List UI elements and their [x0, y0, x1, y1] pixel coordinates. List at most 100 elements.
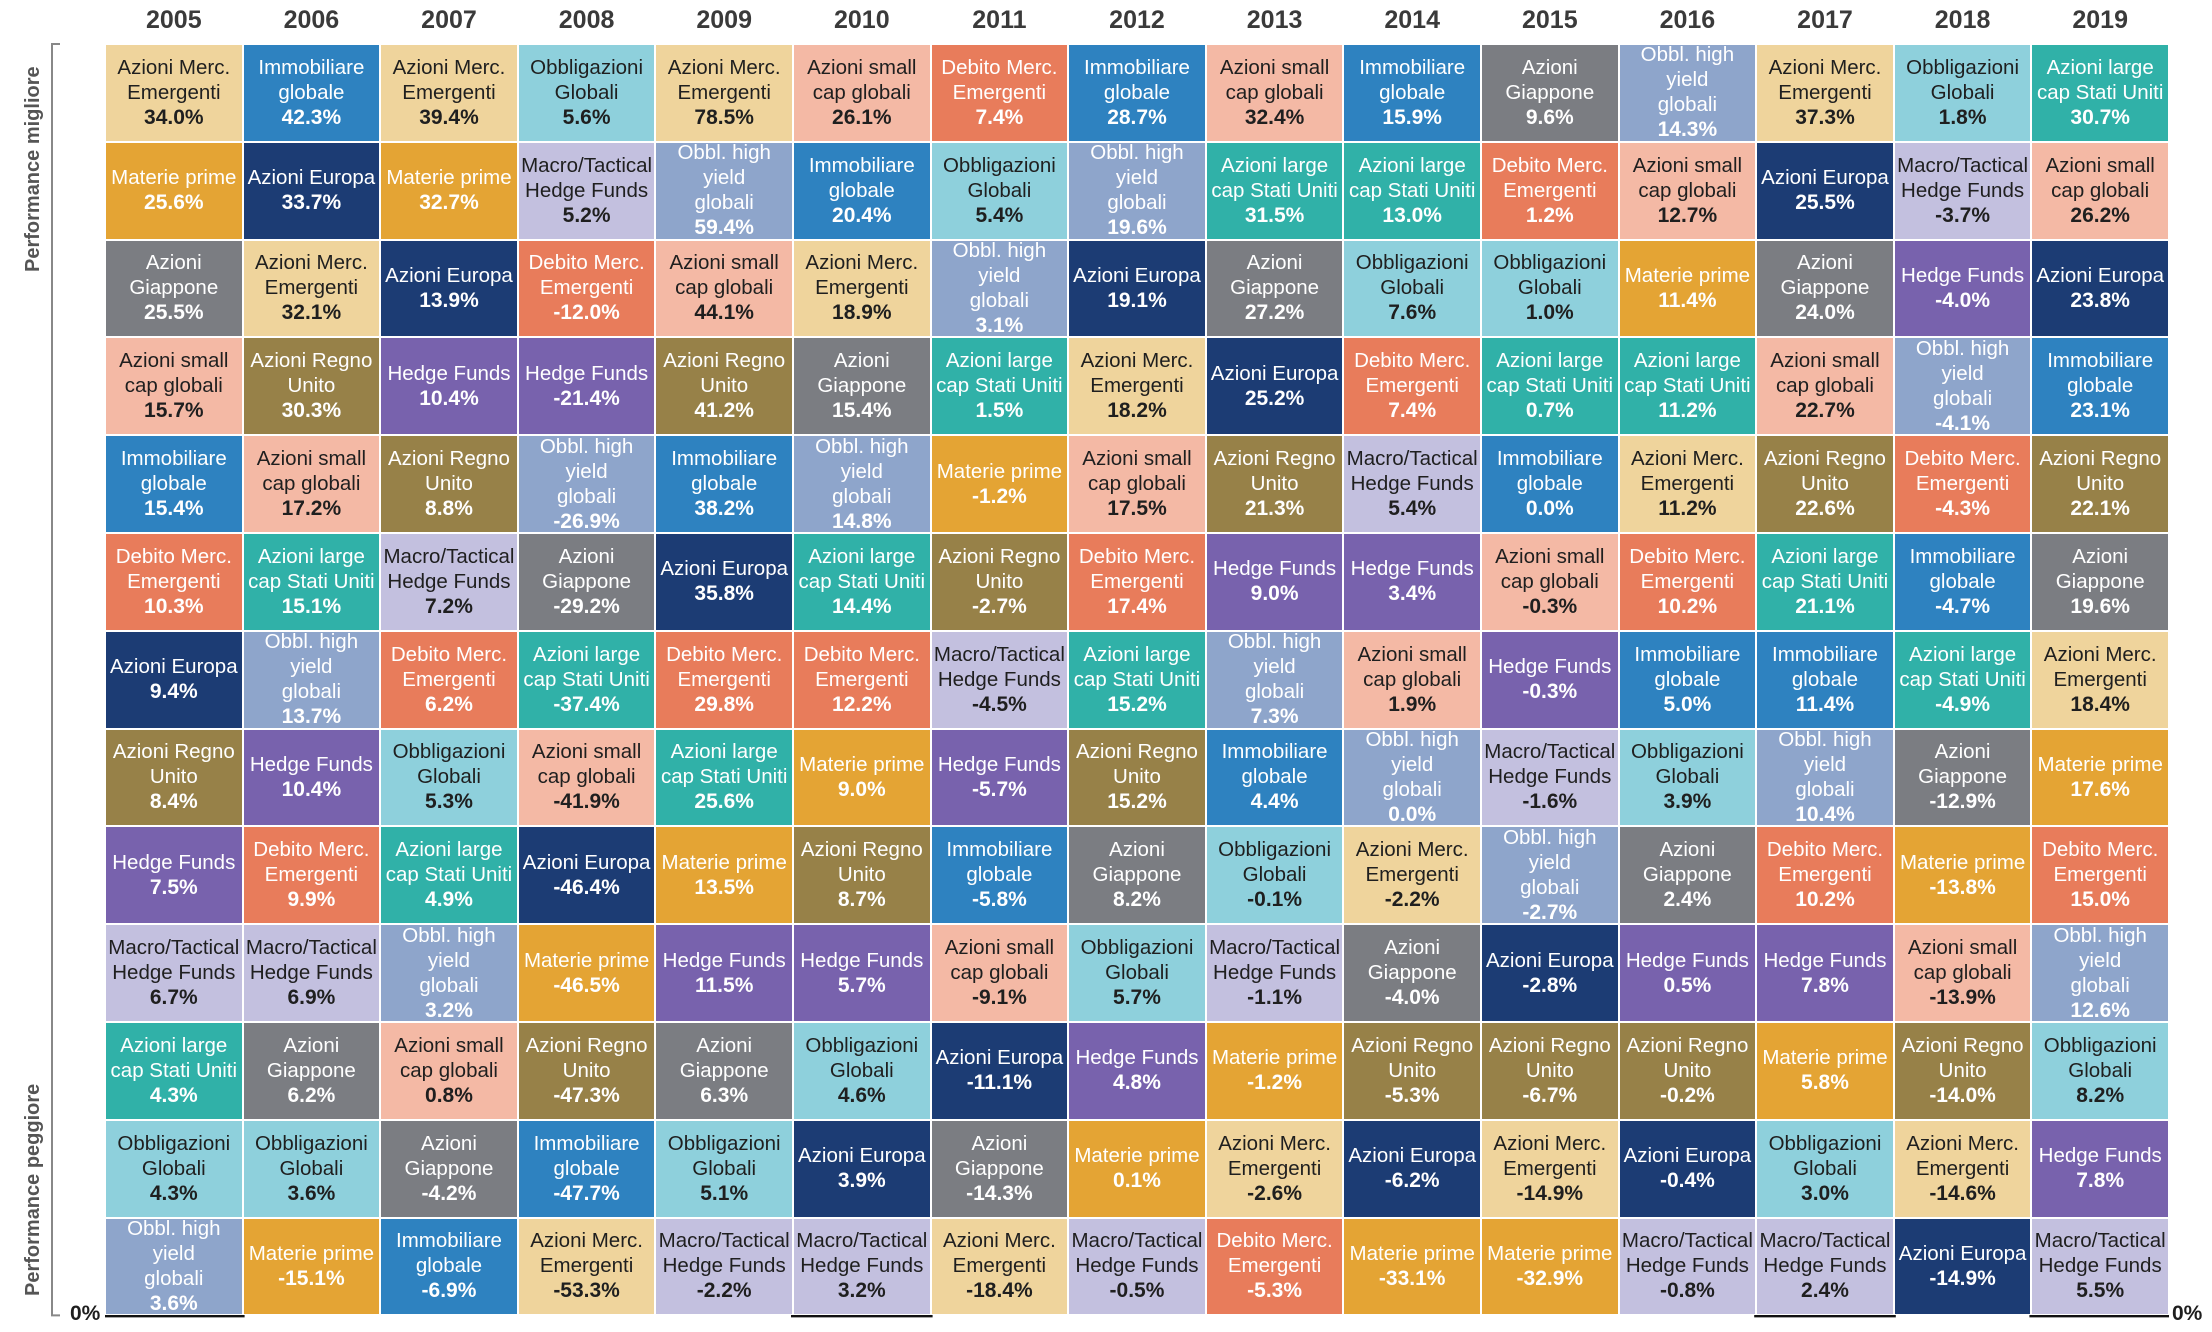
asset-cell: Immobiliare globale -5.8%: [930, 826, 1069, 925]
asset-cell: Hedge Funds -0.3%: [1481, 630, 1619, 729]
asset-cell: Immobiliare globale 38.2%: [655, 435, 793, 533]
return-value: 4.6%: [837, 1083, 886, 1107]
asset-name: Macro/Tactical Hedge Funds: [658, 1229, 790, 1278]
asset-name: Azioni Giappone: [679, 1033, 769, 1082]
asset-name: Azioni large cap Stati Uniti: [1348, 153, 1476, 202]
return-value: -4.9%: [1935, 692, 1991, 716]
asset-name: Obbl. high yield globali: [1227, 630, 1322, 704]
return-value: 24.0%: [1795, 301, 1855, 325]
asset-name: Materie prime: [799, 752, 925, 776]
year-header: 2007: [421, 6, 477, 34]
return-value: 5.4%: [975, 203, 1024, 227]
asset-cell: Azioni Merc. Emergenti -2.6%: [1205, 1119, 1344, 1218]
asset-name: Obbligazioni Globali: [667, 1131, 781, 1180]
return-value: -0.1%: [1247, 888, 1303, 912]
return-value: -0.3%: [1522, 680, 1578, 704]
asset-name: Azioni Europa: [385, 263, 513, 287]
return-value: 78.5%: [694, 105, 754, 129]
asset-cell: Azioni large cap Stati Uniti 0.7%: [1481, 337, 1619, 436]
asset-cell: Azioni Giappone 25.5%: [105, 239, 243, 338]
asset-cell: Azioni Giappone 6.3%: [655, 1022, 793, 1120]
asset-name: Azioni Merc. Emergenti: [117, 55, 231, 104]
asset-cell: Obbl. high yield globali 14.3%: [1618, 44, 1757, 142]
return-value: 7.5%: [149, 875, 198, 899]
asset-name: Macro/Tactical Hedge Funds: [1897, 153, 2029, 202]
return-value: 4.4%: [1250, 790, 1299, 814]
asset-name: Azioni Europa: [522, 850, 651, 874]
return-value: 3.2%: [425, 998, 473, 1022]
asset-name: Hedge Funds: [249, 752, 373, 776]
asset-name: Immobiliare globale: [258, 55, 365, 104]
asset-cell: Macro/Tactical Hedge Funds -2.2%: [655, 1217, 793, 1316]
return-value: 18.9%: [832, 301, 892, 325]
return-value: -14.0%: [1929, 1083, 1996, 1107]
return-value: 0.7%: [1525, 399, 1574, 423]
zero-label-left: 0%: [70, 1302, 101, 1325]
return-value: -0.3%: [1522, 594, 1578, 618]
year-header: 2010: [833, 6, 890, 34]
asset-name: Azioni Giappone: [266, 1033, 356, 1082]
asset-name: Azioni Giappone: [817, 349, 907, 398]
return-value: 9.9%: [287, 888, 336, 912]
return-value: -1.1%: [1247, 986, 1303, 1010]
asset-name: Azioni Merc. Emergenti: [1080, 349, 1194, 398]
year-header: 2009: [696, 6, 752, 34]
return-value: 13.0%: [1382, 203, 1442, 227]
asset-name: Materie prime: [386, 166, 512, 190]
return-value: -14.9%: [1516, 1181, 1584, 1205]
asset-cell: Macro/Tactical Hedge Funds 5.2%: [517, 141, 656, 240]
asset-name: Azioni Regno Unito: [1213, 447, 1336, 496]
asset-cell: Azioni small cap globali -9.1%: [930, 924, 1069, 1022]
return-value: 25.6%: [144, 191, 204, 215]
asset-name: Azioni Merc. Emergenti: [255, 251, 368, 300]
asset-name: Debito Merc. Emergenti: [253, 838, 370, 887]
return-value: -33.1%: [1378, 1266, 1446, 1290]
asset-name: Hedge Funds: [1488, 655, 1612, 679]
return-value: 10.4%: [281, 777, 342, 801]
asset-name: Obbl. high yield globali: [677, 141, 771, 215]
asset-cell: Obbl. high yield globali 19.6%: [1068, 141, 1206, 240]
return-value: 59.4%: [694, 216, 754, 240]
asset-cell: Azioni large cap Stati Uniti 4.9%: [380, 826, 518, 925]
return-value: 8.4%: [149, 790, 198, 814]
asset-cell: Hedge Funds -5.7%: [930, 728, 1069, 827]
return-value: -47.7%: [553, 1181, 620, 1205]
asset-cell: Materie prime -13.8%: [1893, 826, 2032, 925]
asset-cell: Azioni Europa 9.4%: [105, 630, 243, 729]
asset-name: Azioni large cap Stati Uniti: [110, 1033, 238, 1082]
return-value: -12.9%: [1929, 790, 1996, 814]
asset-cell: Debito Merc. Emergenti -4.3%: [1893, 435, 2032, 533]
asset-cell: Azioni small cap globali -0.3%: [1481, 533, 1619, 631]
asset-name: Azioni Giappone: [1230, 251, 1320, 300]
year-header: 2006: [283, 6, 340, 34]
asset-name: Obbligazioni Globali: [805, 1033, 919, 1082]
side-bracket-line: [51, 43, 60, 1317]
asset-name: Materie prime: [1899, 850, 2026, 874]
return-value: 15.0%: [2070, 888, 2130, 912]
asset-name: Immobiliare globale: [1772, 642, 1878, 691]
asset-name: Macro/Tactical Hedge Funds: [2034, 1229, 2166, 1278]
asset-cell: Obbl. high yield globali 0.0%: [1343, 728, 1481, 827]
asset-name: Azioni Giappone: [1092, 838, 1182, 887]
asset-name: Obbl. high yield globali: [2053, 924, 2147, 997]
return-value: 3.6%: [287, 1181, 336, 1205]
return-value: 30.7%: [2070, 105, 2130, 129]
return-value: 3.0%: [1801, 1181, 1849, 1205]
asset-cell: Azioni Europa 13.9%: [380, 239, 518, 338]
asset-cell: Azioni Europa -0.4%: [1618, 1119, 1757, 1218]
asset-name: Debito Merc. Emergenti: [666, 642, 783, 691]
asset-name: Macro/Tactical Hedge Funds: [1071, 1229, 1203, 1278]
asset-name: Hedge Funds: [1350, 557, 1474, 581]
asset-cell: Azioni Europa -6.2%: [1343, 1119, 1481, 1218]
return-value: 17.4%: [1107, 594, 1167, 618]
asset-name: Materie prime: [1349, 1241, 1475, 1265]
return-value: -46.4%: [553, 875, 620, 899]
asset-name: Obbl. high yield globali: [539, 435, 634, 508]
asset-cell: Azioni Giappone 2.4%: [1618, 826, 1757, 925]
asset-cell: Hedge Funds 5.7%: [793, 924, 931, 1022]
asset-cell: Azioni Regno Unito -47.3%: [517, 1022, 656, 1120]
asset-name: Azioni Giappone: [404, 1131, 494, 1180]
asset-cell: Debito Merc. Emergenti 17.4%: [1068, 533, 1206, 631]
asset-name: Debito Merc. Emergenti: [115, 544, 232, 593]
